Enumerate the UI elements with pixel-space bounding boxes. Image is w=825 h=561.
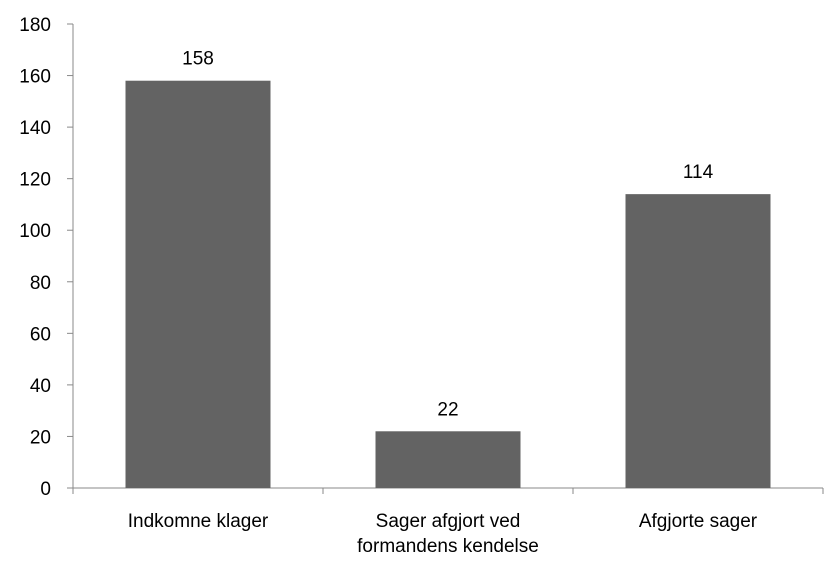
y-tick-label: 20 <box>30 427 51 448</box>
data-label: 114 <box>683 162 714 183</box>
y-tick-label: 40 <box>30 376 51 397</box>
y-tick-label: 0 <box>40 479 51 500</box>
y-tick-label: 120 <box>19 170 51 191</box>
x-tick-label: Afgjorte sager <box>639 511 758 532</box>
x-axis: Indkomne klager Sager afgjort ved formande… <box>72 487 824 557</box>
y-tick-label: 160 <box>19 67 51 88</box>
data-label: 22 <box>437 399 458 420</box>
x-tick-label: formandens kendelse <box>357 536 539 556</box>
bar <box>375 431 521 488</box>
y-tick-label: 60 <box>30 324 51 345</box>
y-tick-label: 80 <box>30 273 51 294</box>
bar <box>125 80 271 488</box>
y-tick-label: 180 <box>19 15 51 36</box>
y-axis: 0 20 40 60 80 100 120 140 160 180 <box>19 15 74 500</box>
y-tick-label: 140 <box>19 118 51 139</box>
x-tick-label: Indkomne klager <box>128 511 269 532</box>
y-tick-label: 100 <box>19 221 51 242</box>
x-tick-label: Sager afgjort ved <box>376 511 521 532</box>
bars <box>125 80 771 488</box>
data-label: 158 <box>182 49 214 70</box>
bar <box>625 194 771 488</box>
data-labels: 158 22 114 <box>182 49 713 421</box>
